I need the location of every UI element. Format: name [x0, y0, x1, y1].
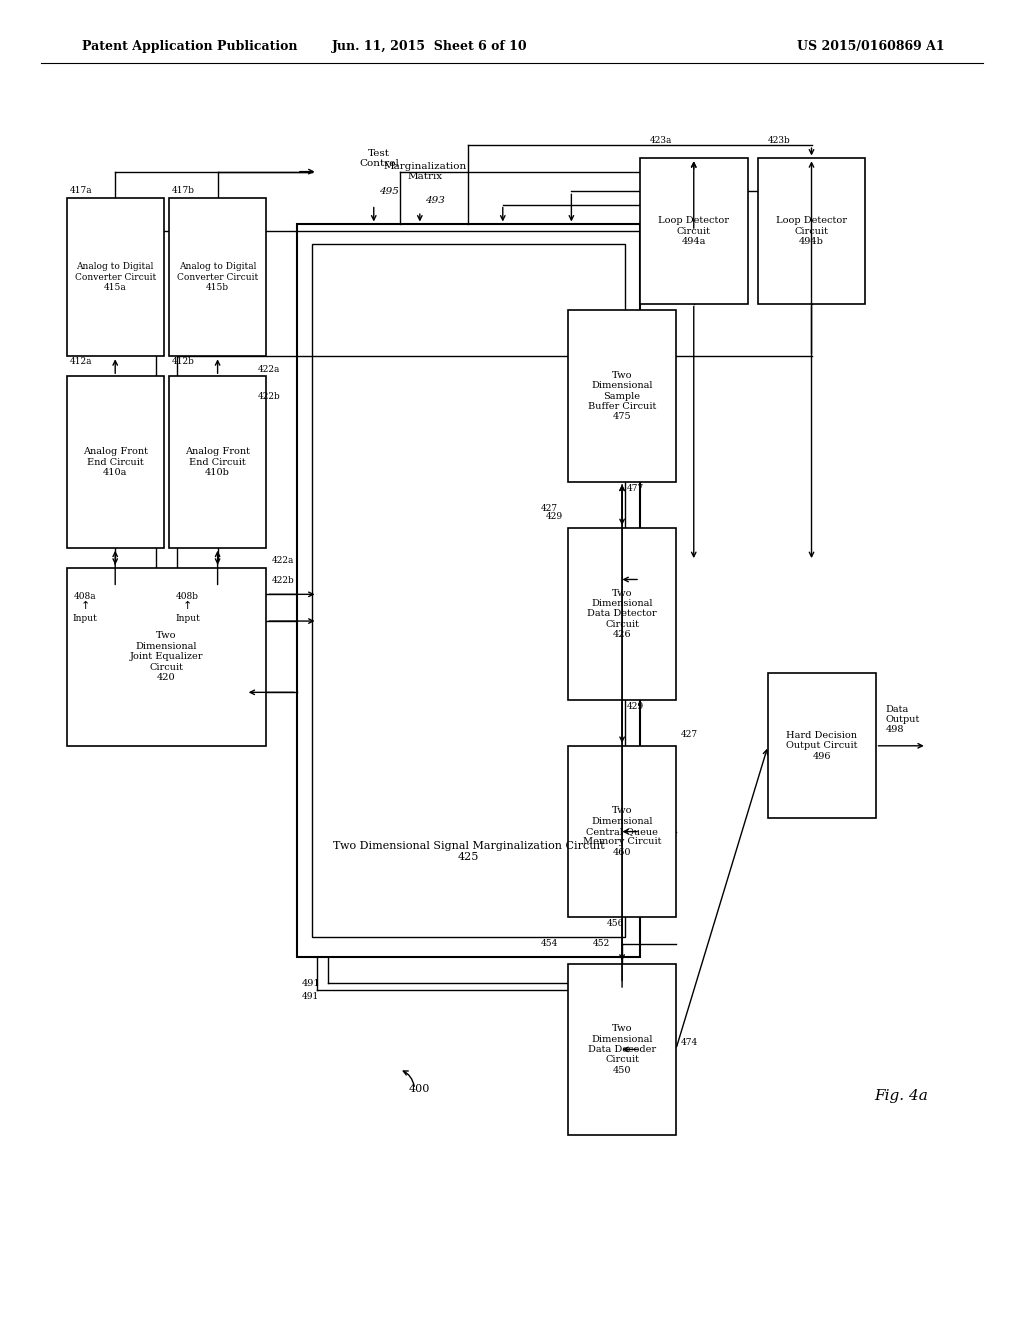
Text: Analog to Digital
Converter Circuit
415a: Analog to Digital Converter Circuit 415a	[75, 263, 156, 292]
Bar	[568, 746, 676, 917]
Bar	[568, 964, 676, 1135]
Text: ↑: ↑	[182, 601, 193, 611]
Text: Two Dimensional Signal Marginalization Circuit
425: Two Dimensional Signal Marginalization C…	[333, 841, 604, 862]
Text: Test
Control: Test Control	[359, 149, 398, 168]
Text: 417a: 417a	[70, 186, 92, 194]
Bar	[568, 528, 676, 700]
Text: 493: 493	[425, 197, 444, 205]
Text: 423a: 423a	[650, 136, 673, 145]
Text: 491: 491	[302, 993, 319, 1001]
Text: 422b: 422b	[271, 577, 294, 585]
Text: Two
Dimensional
Data Decoder
Circuit
450: Two Dimensional Data Decoder Circuit 450	[588, 1024, 656, 1074]
Bar	[67, 198, 164, 356]
Text: 427: 427	[681, 730, 698, 739]
Bar	[169, 198, 266, 356]
Text: Patent Application Publication: Patent Application Publication	[82, 40, 297, 53]
Text: Analog Front
End Circuit
410b: Analog Front End Circuit 410b	[185, 447, 250, 477]
Text: Analog Front
End Circuit
410a: Analog Front End Circuit 410a	[83, 447, 147, 477]
Text: Data
Output
498: Data Output 498	[886, 705, 921, 734]
Text: Two
Dimensional
Joint Equalizer
Circuit
420: Two Dimensional Joint Equalizer Circuit …	[130, 631, 203, 682]
Text: 408a: 408a	[74, 591, 96, 601]
Text: 417b: 417b	[172, 186, 195, 194]
Text: Hard Decision
Output Circuit
496: Hard Decision Output Circuit 496	[786, 731, 857, 760]
Text: Loop Detector
Circuit
494a: Loop Detector Circuit 494a	[658, 216, 729, 246]
Text: 456: 456	[606, 920, 624, 928]
Text: Input: Input	[175, 614, 200, 623]
Text: 422b: 422b	[258, 392, 281, 400]
Text: 400: 400	[410, 1084, 430, 1094]
Text: Two
Dimensional
Sample
Buffer Circuit
475: Two Dimensional Sample Buffer Circuit 47…	[588, 371, 656, 421]
Text: 491: 491	[302, 979, 321, 987]
Text: ↑: ↑	[80, 601, 90, 611]
Text: 427: 427	[541, 504, 558, 512]
Text: Input: Input	[73, 614, 97, 623]
Text: Jun. 11, 2015  Sheet 6 of 10: Jun. 11, 2015 Sheet 6 of 10	[332, 40, 528, 53]
Bar	[758, 158, 865, 304]
Text: Two
Dimensional
Data Detector
Circuit
426: Two Dimensional Data Detector Circuit 42…	[588, 589, 656, 639]
Text: 408b: 408b	[176, 591, 199, 601]
Text: Loop Detector
Circuit
494b: Loop Detector Circuit 494b	[776, 216, 847, 246]
Text: US 2015/0160869 A1: US 2015/0160869 A1	[797, 40, 944, 53]
Bar	[768, 673, 876, 818]
Text: 422a: 422a	[271, 557, 294, 565]
Bar	[312, 244, 625, 937]
Text: 495: 495	[379, 187, 398, 195]
Text: Fig. 4a: Fig. 4a	[874, 1089, 928, 1102]
Bar	[568, 310, 676, 482]
Bar	[297, 224, 640, 957]
Text: 429: 429	[546, 512, 563, 521]
Text: Analog to Digital
Converter Circuit
415b: Analog to Digital Converter Circuit 415b	[177, 263, 258, 292]
Text: 477: 477	[627, 484, 644, 492]
Text: Two
Dimensional
Central Queue
Memory Circuit
460: Two Dimensional Central Queue Memory Cir…	[583, 807, 662, 857]
Text: 429: 429	[627, 702, 644, 710]
Text: 474: 474	[681, 1039, 698, 1047]
Text: 454: 454	[541, 940, 558, 948]
Bar	[67, 376, 164, 548]
Text: 422a: 422a	[258, 366, 281, 374]
Text: 423b: 423b	[768, 136, 791, 145]
Text: 412a: 412a	[70, 358, 92, 366]
Bar	[640, 158, 748, 304]
Bar	[67, 568, 266, 746]
Text: 452: 452	[593, 940, 610, 948]
Text: 412b: 412b	[172, 358, 195, 366]
Text: Marginalization
Matrix: Marginalization Matrix	[383, 162, 467, 181]
Bar	[169, 376, 266, 548]
